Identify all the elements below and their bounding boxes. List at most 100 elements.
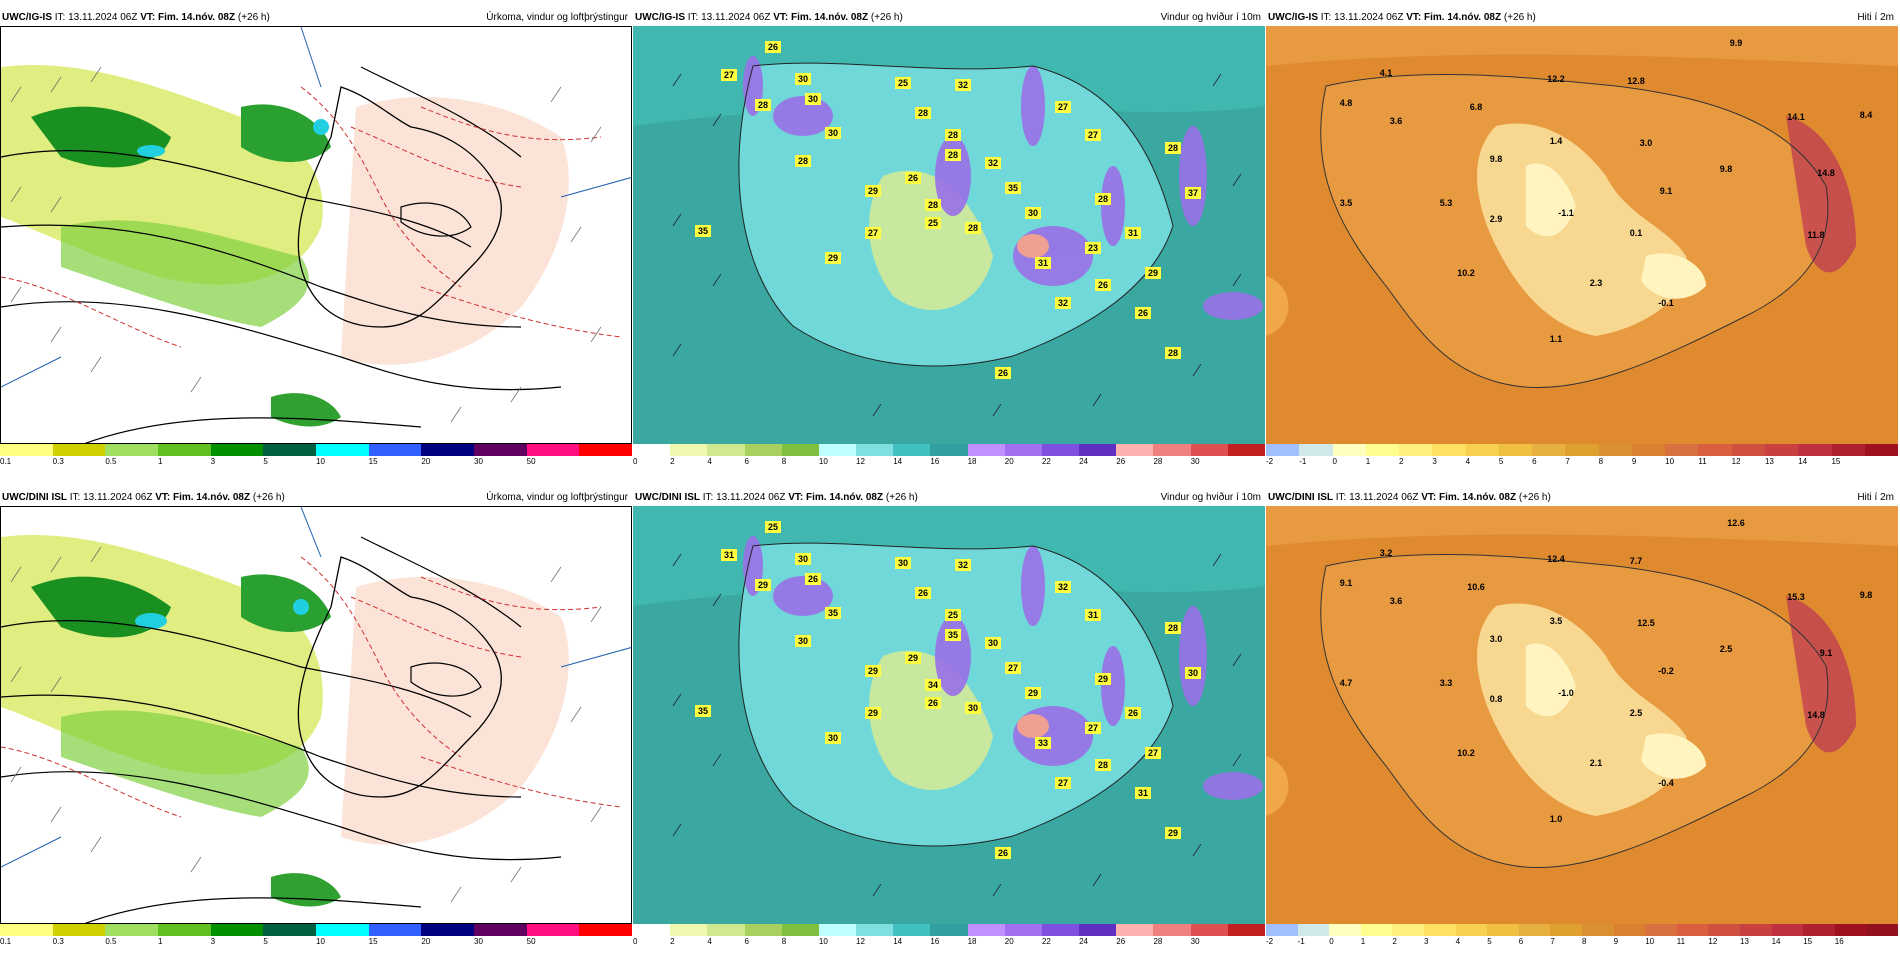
lead-time: (+26 h) <box>1518 492 1551 503</box>
colorbar-segment <box>1299 444 1333 456</box>
wind-gust-label-box <box>1095 193 1111 205</box>
wind-barbs <box>10 546 602 903</box>
wind-gust-label: 30 <box>1028 208 1038 218</box>
colorbar-segment <box>1004 924 1042 936</box>
gust-max-area <box>1017 234 1049 258</box>
wind-gust-label-box <box>985 637 1001 649</box>
model-name: UWC/IG-IS <box>1268 12 1318 23</box>
colorbar-tick-label: 26 <box>1116 457 1126 466</box>
colorbar-segment <box>474 924 527 936</box>
colorbar-segment <box>1731 444 1765 456</box>
colorbar-segment <box>1565 444 1599 456</box>
panel-title: Hiti í 2m <box>1857 492 1894 503</box>
wind-gust-label: 32 <box>958 80 968 90</box>
it-value: 13.11.2024 06Z <box>68 12 138 23</box>
colorbar-tick-label: 15 <box>368 937 378 946</box>
forecast-row-bottom: UWC/DINI ISL IT: 13.11.2024 06Z VT: Fim.… <box>0 490 1900 960</box>
colorbar-tick-label: 9 <box>1613 937 1619 946</box>
colorbar-tick-label: 12 <box>856 457 865 466</box>
wind-gust-label: 31 <box>1088 610 1098 620</box>
temp-value-label: 6.8 <box>1470 102 1483 112</box>
wind-gust-label-box <box>765 41 781 53</box>
wind-gust-label: 35 <box>698 226 708 236</box>
colorbar-tick-label: 15 <box>1803 937 1813 946</box>
wind-gust-label: 30 <box>798 554 808 564</box>
colorbar-segment <box>1332 444 1366 456</box>
colorbar-segment <box>1423 924 1456 936</box>
panel-title: Vindur og hviður í 10m <box>1160 492 1261 503</box>
wind-gust-label: 31 <box>1038 258 1048 268</box>
wind-gust-label: 27 <box>1088 723 1098 733</box>
vt-value: Fim. 14.nóv. 08Z <box>158 12 236 23</box>
colorbar-segment <box>1518 924 1551 936</box>
wind-gust-label-box <box>1055 101 1071 113</box>
temp-value-label: -0.2 <box>1658 666 1674 676</box>
wind-gust-label-box <box>1005 662 1021 674</box>
temp-value-label: 4.7 <box>1340 678 1353 688</box>
heavy-precip-area <box>241 574 331 632</box>
temp-value-label: 3.5 <box>1340 198 1353 208</box>
colorbar-tick-label: 1 <box>158 937 163 946</box>
wind-gust-label-box <box>1035 737 1051 749</box>
gust-max-area <box>1017 714 1049 738</box>
it-value: 13.11.2024 06Z <box>83 492 153 503</box>
temp-value-label: 0.1 <box>1630 228 1643 238</box>
colorbar-segment <box>744 924 782 936</box>
warm-east-area <box>1786 116 1856 273</box>
wind-gust-label: 26 <box>998 368 1008 378</box>
colorbar-segment <box>1392 924 1424 936</box>
temp-value-label: 12.2 <box>1547 74 1565 84</box>
colorbar-segment <box>1834 924 1867 936</box>
colorbar-segment <box>1329 924 1361 936</box>
wind-gust-label: 26 <box>1128 708 1138 718</box>
colorbar-tick-label: 3 <box>1432 457 1437 466</box>
temp-value-label: 14.8 <box>1817 168 1835 178</box>
panel-title: Úrkoma, vindur og loftþrýstingur <box>486 492 628 503</box>
wind-gust-label: 31 <box>1138 788 1148 798</box>
wind-gust-label-box <box>925 679 941 691</box>
iceland-coastline <box>297 556 503 798</box>
wind-gust-label: 32 <box>988 158 998 168</box>
colorbar-tick-label: 1 <box>1365 457 1371 466</box>
panel-header: UWC/IG-IS IT: 13.11.2024 06Z VT: Fim. 14… <box>1266 10 1898 26</box>
colorbar-segment <box>1764 444 1799 456</box>
wind-gust-label-box <box>1185 187 1201 199</box>
wind-gust-label-box <box>915 587 931 599</box>
colorbar-segment <box>1227 444 1265 456</box>
wind-map: 2731302629353030322625352934302730293231… <box>633 506 1265 924</box>
colorbar-segment <box>421 444 475 456</box>
colorbar-tick-label: 10 <box>818 457 828 466</box>
wind-gust-label-box <box>865 707 881 719</box>
colorbar-tick-label: 5 <box>1487 937 1492 946</box>
wind-gust-label: 23 <box>1088 243 1098 253</box>
colorbar-segment <box>707 924 745 936</box>
colorbar-tick-label: 50 <box>526 457 536 466</box>
wind-arrows <box>672 73 1242 417</box>
colorbar-tick-label: 6 <box>1532 457 1537 466</box>
wind-gust-label: 28 <box>1098 194 1108 204</box>
wind-gust-label: 28 <box>918 108 928 118</box>
it-value: 13.11.2024 06Z <box>1349 492 1419 503</box>
wind-gust-label-box <box>905 652 921 664</box>
temp-value-label: 12.6 <box>1727 518 1745 528</box>
wind-gust-label: 29 <box>868 186 878 196</box>
wind-gust-label-box <box>995 847 1011 859</box>
colorbar-segment <box>1116 444 1154 456</box>
temp-value-label: 2.5 <box>1720 644 1733 654</box>
colorbar-tick-label: 0.1 <box>0 937 12 946</box>
colorbar-segment <box>893 444 931 456</box>
colorbar-tick-label: 5 <box>263 457 268 466</box>
vt-value: Fim. 14.nóv. 08Z <box>806 492 884 503</box>
colorbar-tick-label: 8 <box>1598 457 1604 466</box>
temp-value-label: 14.8 <box>1807 710 1825 720</box>
colorbar-segment <box>633 444 671 456</box>
colorbar-tick-label: 22 <box>1041 937 1051 946</box>
land-shade <box>341 577 569 845</box>
colorbar-tick-label: 12 <box>1708 937 1718 946</box>
colorbar-segment <box>818 924 857 936</box>
colorbar-tick-label: 4 <box>707 457 712 466</box>
colorbar-tick-label: 12 <box>856 937 865 946</box>
colorbar-tick-label: 30 <box>1190 457 1200 466</box>
wind-gust-label: 26 <box>1138 308 1148 318</box>
graticule-lines <box>1 27 631 388</box>
